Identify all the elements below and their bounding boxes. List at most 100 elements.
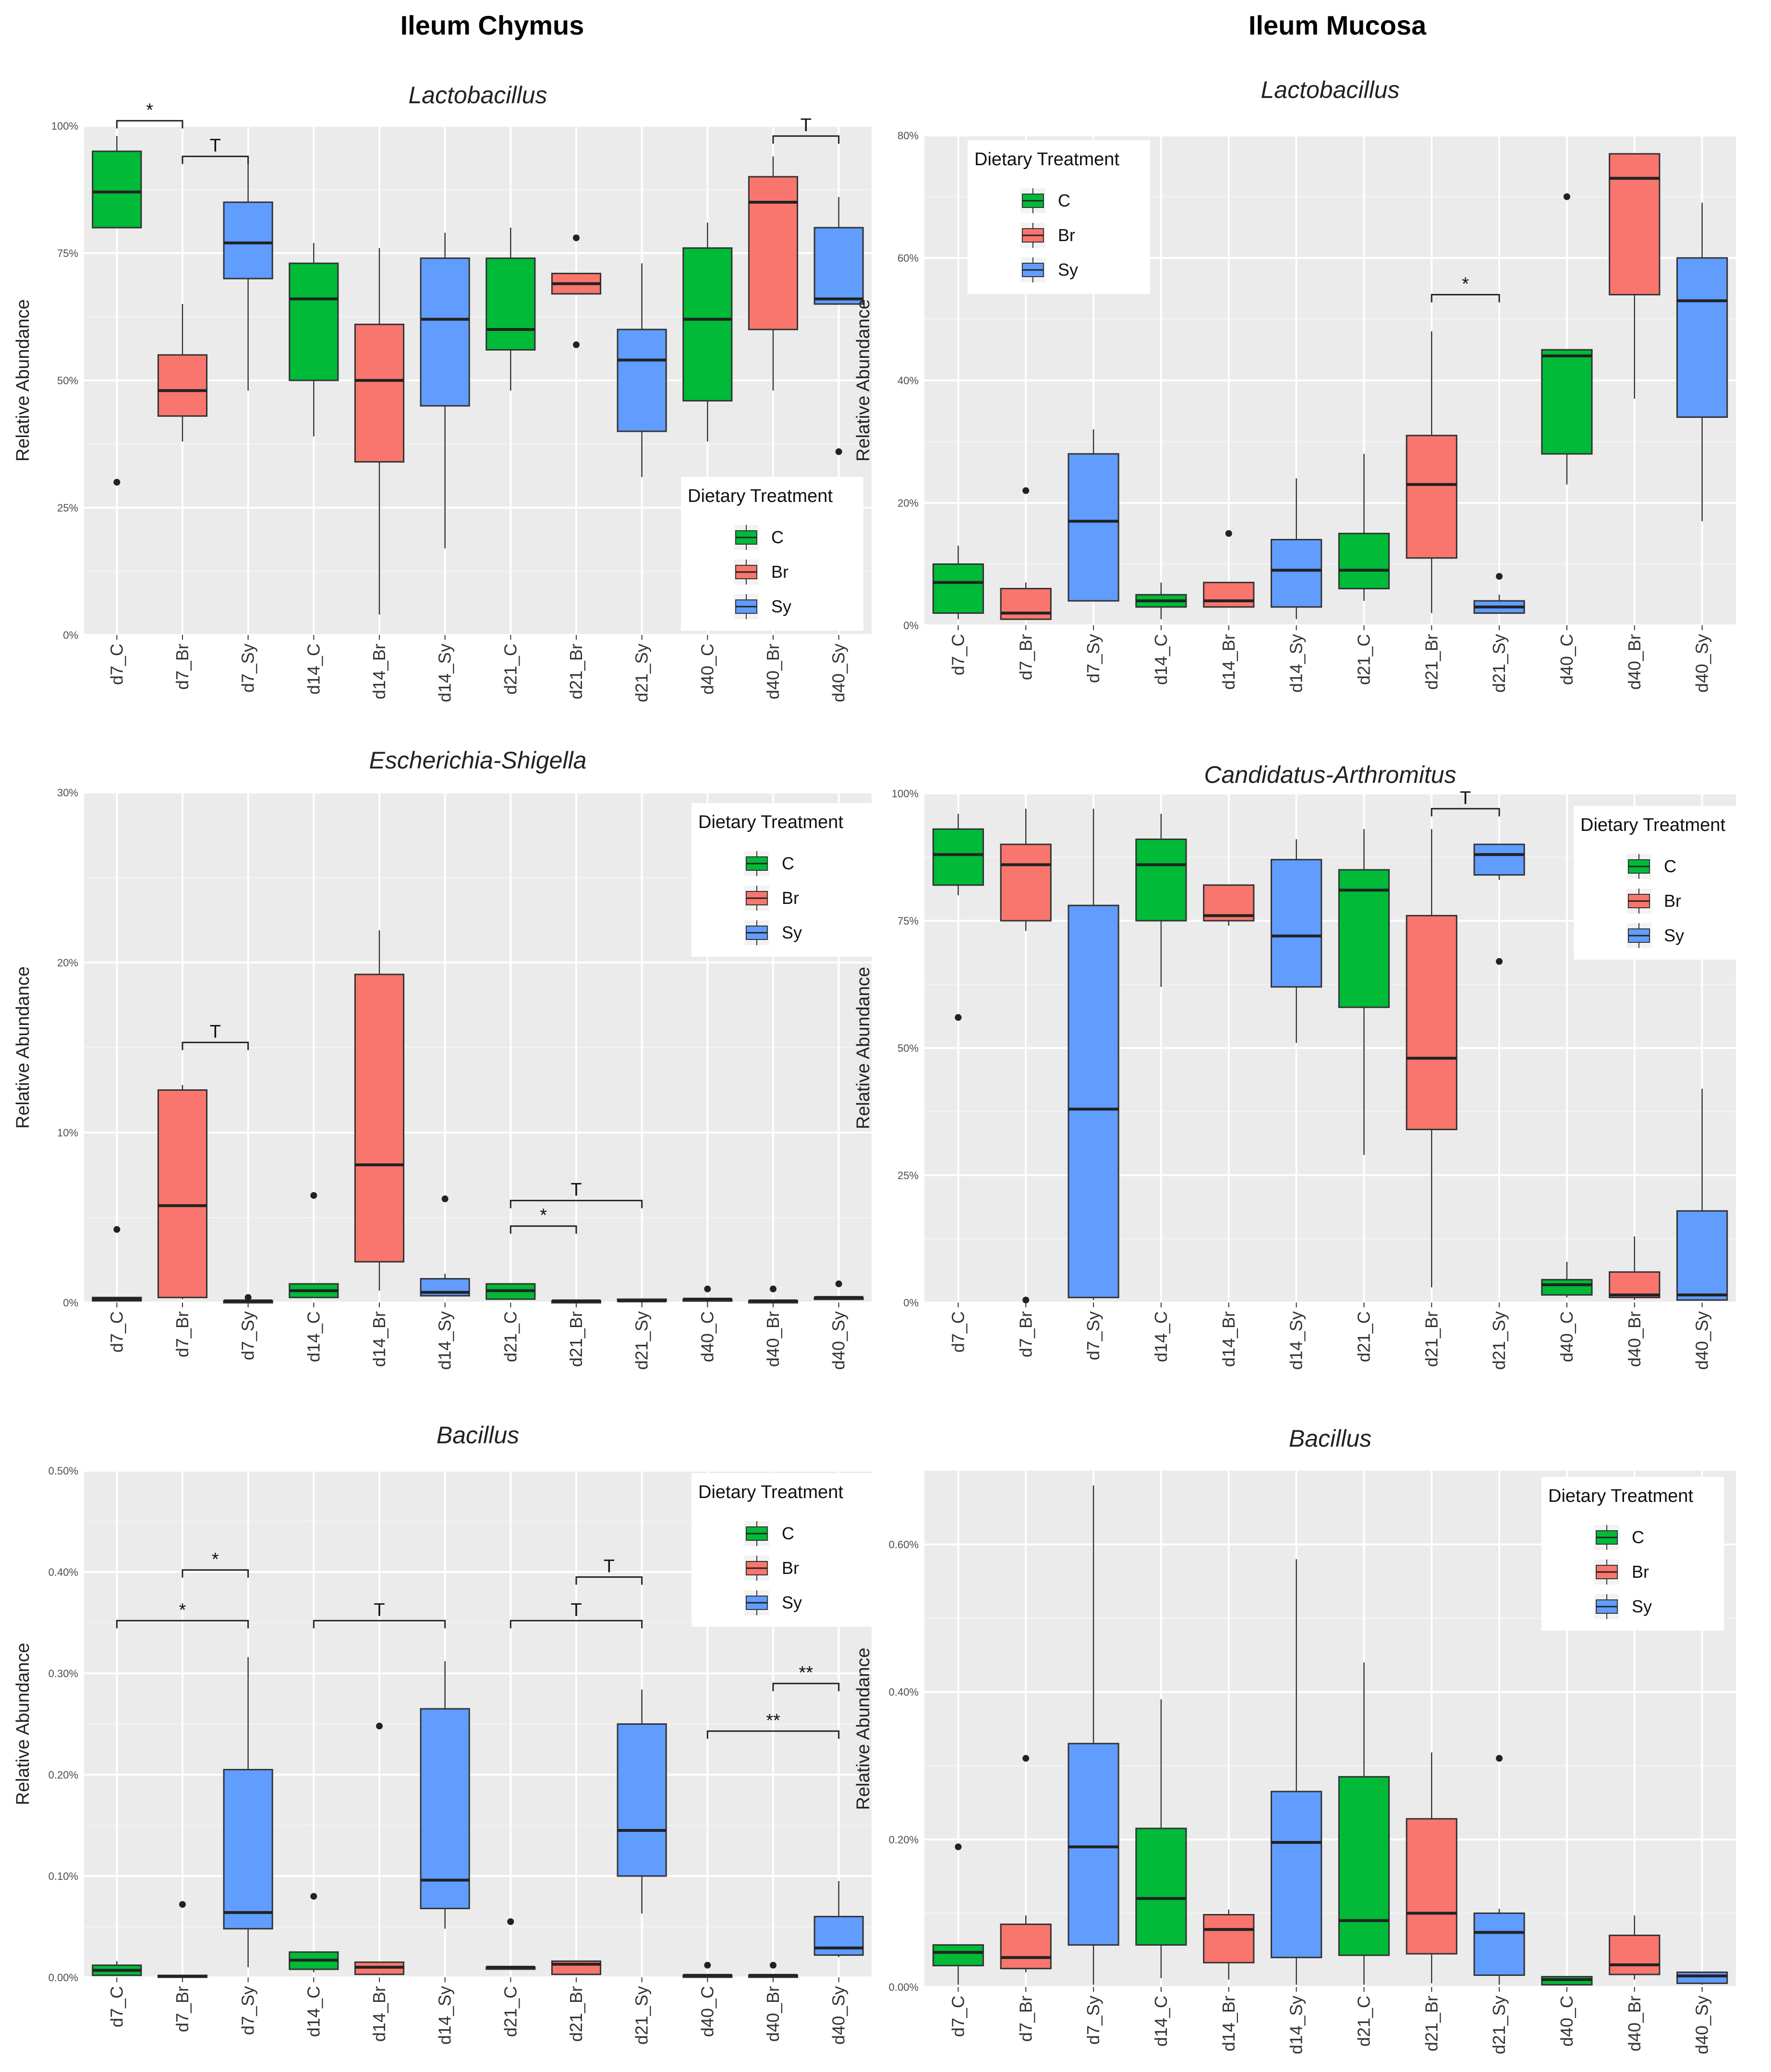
box-d40_C: [682, 222, 733, 442]
significance-label: *: [540, 1206, 547, 1226]
significance-bracket: **: [706, 1710, 840, 1739]
box-d14_Br: [1203, 1909, 1255, 1980]
box-d21_Br: [551, 1960, 602, 1975]
box-d40_Sy: [813, 1881, 864, 1957]
box-d7_Sy: [1067, 808, 1119, 1300]
y-tick-label: 0.10%: [49, 1870, 78, 1882]
box-d14_Sy: [420, 232, 470, 548]
box-iqr: [1609, 153, 1661, 295]
legend-label: Br: [1632, 1562, 1649, 1582]
significance-bracket: **: [772, 1663, 840, 1692]
y-tick-label: 100%: [892, 788, 919, 800]
chart-panel-chymus-lactobacillus: 0% 25% 50% 75% 100% Lactobacillus Relative Abu…: [13, 82, 872, 702]
y-tick-label: 75%: [898, 915, 919, 927]
y-tick-label: 0%: [63, 629, 78, 641]
box-iqr: [1270, 1791, 1322, 1959]
legend-label: C: [782, 1524, 794, 1543]
outlier-point: [835, 448, 842, 455]
box-d7_Br: [1000, 808, 1052, 1304]
y-tick-label: 50%: [57, 375, 78, 387]
x-tick-label: d14_Sy: [435, 1311, 455, 1370]
x-tick-label: d40_C: [1557, 634, 1577, 685]
y-axis-label: Relative Abundance: [13, 1643, 33, 1805]
significance-bracket: T: [772, 115, 840, 144]
significance-label: *: [1462, 274, 1469, 294]
legend: Dietary Treatment C Br Sy: [691, 1473, 874, 1627]
box-d7_Br: [157, 1085, 208, 1299]
y-tick-label: 100%: [51, 120, 78, 132]
panel-title: Lactobacillus: [408, 82, 547, 109]
x-tick-label: d40_Br: [763, 1311, 783, 1367]
x-tick-label: d14_Br: [369, 1986, 389, 2042]
legend-box: [968, 140, 1150, 294]
box-d7_Sy: [1067, 429, 1119, 602]
x-tick-label: d14_Sy: [1286, 634, 1306, 693]
box-d21_Br: [551, 234, 602, 348]
box-iqr: [748, 176, 799, 330]
outlier-point: [1496, 958, 1503, 965]
x-tick-label: d7_C: [107, 1986, 126, 2027]
panel-title: Bacillus: [437, 1422, 519, 1449]
outlier-point: [770, 1285, 776, 1292]
y-tick-label: 0%: [63, 1297, 78, 1309]
outlier-point: [573, 341, 580, 348]
box-d40_Br: [748, 1285, 799, 1304]
x-tick-label: d21_Br: [1421, 634, 1441, 690]
x-tick-label: d7_Br: [1016, 634, 1035, 680]
chart-panel-mucosa-candidatus: 0% 25% 50% 75% 100% Candidatus-Arthromitus Rel…: [853, 761, 1756, 1370]
outlier-point: [1496, 1755, 1503, 1762]
x-tick-label: d14_C: [303, 644, 323, 695]
x-tick-label: d21_Sy: [632, 1311, 652, 1370]
box-iqr: [617, 1723, 667, 1877]
y-tick-label: 25%: [57, 502, 78, 514]
column-title-chymus: Ileum Chymus: [400, 10, 584, 40]
outlier-point: [310, 1893, 317, 1900]
box-d40_Sy: [1676, 1971, 1728, 1985]
box-d14_Sy: [1270, 478, 1322, 620]
box-iqr: [1270, 539, 1322, 608]
box-d14_C: [1135, 814, 1187, 987]
box-iqr: [682, 247, 733, 402]
significance-bracket: *: [116, 1600, 249, 1629]
y-tick-label: 60%: [898, 252, 919, 264]
x-tick-label: d14_C: [1151, 634, 1171, 685]
significance-bracket: T: [509, 1180, 643, 1208]
x-tick-label: d21_Br: [566, 1311, 586, 1367]
y-axis-label: Relative Abundance: [13, 299, 33, 462]
legend-label: Br: [782, 1558, 799, 1578]
significance-bracket: T: [182, 136, 249, 164]
box-d14_Br: [354, 930, 405, 1291]
box-d40_Br: [748, 1962, 799, 1978]
x-tick-label: d40_Sy: [1692, 1311, 1712, 1370]
legend-title: Dietary Treatment: [1580, 815, 1725, 835]
box-iqr: [1000, 843, 1052, 922]
y-tick-label: 0.40%: [49, 1566, 78, 1578]
outlier-point: [1225, 530, 1232, 537]
outlier-point: [1022, 1755, 1030, 1762]
legend-label: Br: [782, 888, 799, 908]
x-tick-label: d40_C: [1557, 1996, 1577, 2047]
box-iqr: [1609, 1935, 1661, 1975]
bracket-line: [772, 135, 840, 144]
box-d40_Br: [1609, 153, 1661, 399]
box-d7_C: [92, 1226, 142, 1302]
significance-label: **: [799, 1663, 813, 1683]
outlier-point: [955, 1843, 962, 1851]
bracket-line: [313, 1620, 446, 1629]
panel-title: Bacillus: [1289, 1425, 1371, 1452]
outlier-point: [1022, 1296, 1030, 1304]
box-iqr: [223, 201, 273, 280]
significance-label: T: [801, 115, 812, 135]
legend-label: Sy: [782, 923, 802, 942]
box-d14_Br: [1203, 530, 1255, 608]
box-d40_C: [1541, 1976, 1593, 1986]
x-tick-label: d7_Sy: [1083, 634, 1103, 683]
box-d14_Br: [354, 248, 405, 615]
chart-panel-mucosa-bacillus: 0.00% 0.20% 0.40% 0.60% Bacillus Relative Abu…: [853, 1425, 1736, 2054]
significance-bracket: *: [182, 1549, 249, 1578]
box-iqr: [1406, 914, 1457, 1131]
outlier-point: [1563, 193, 1570, 200]
x-tick-label: d21_Br: [1421, 1996, 1441, 2051]
box-d40_Br: [1609, 1915, 1661, 1980]
